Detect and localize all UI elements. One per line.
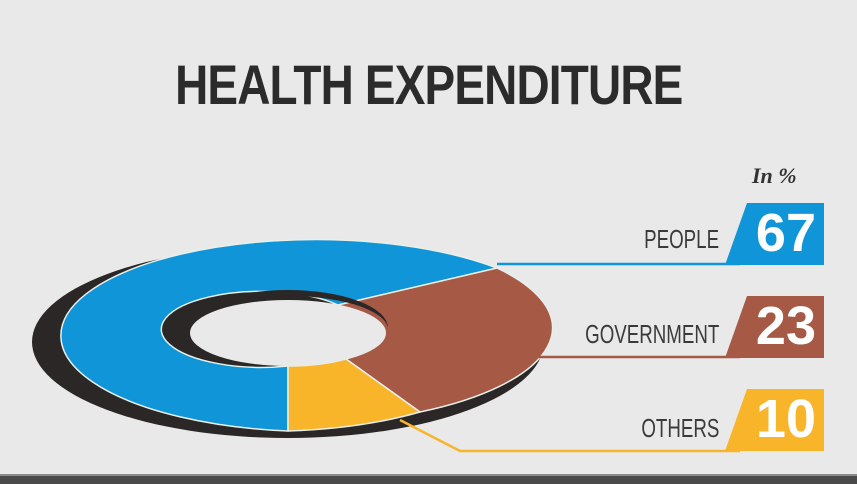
bottom-bar	[0, 474, 857, 484]
legend-label-government: GOVERNMENT	[584, 319, 719, 349]
unit-label: In %	[752, 163, 797, 188]
donut-hole-wall	[187, 290, 388, 332]
leader-line-others	[399, 418, 740, 453]
slice-people	[60, 238, 500, 432]
legend-label-people: PEOPLE	[644, 224, 719, 254]
legend-label-others: OTHERS	[640, 413, 719, 443]
donut-hole	[190, 300, 386, 366]
chart-title: HEALTH EXPENDITURE	[175, 53, 683, 116]
